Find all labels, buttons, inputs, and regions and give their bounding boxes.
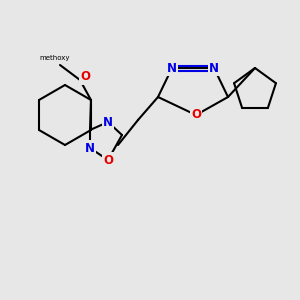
Text: O: O <box>191 109 201 122</box>
Text: methoxy: methoxy <box>40 55 70 61</box>
Text: N: N <box>103 116 113 128</box>
Text: N: N <box>209 61 219 74</box>
Text: O: O <box>80 70 90 83</box>
Text: O: O <box>103 154 113 166</box>
Text: N: N <box>167 61 177 74</box>
Text: N: N <box>85 142 95 154</box>
